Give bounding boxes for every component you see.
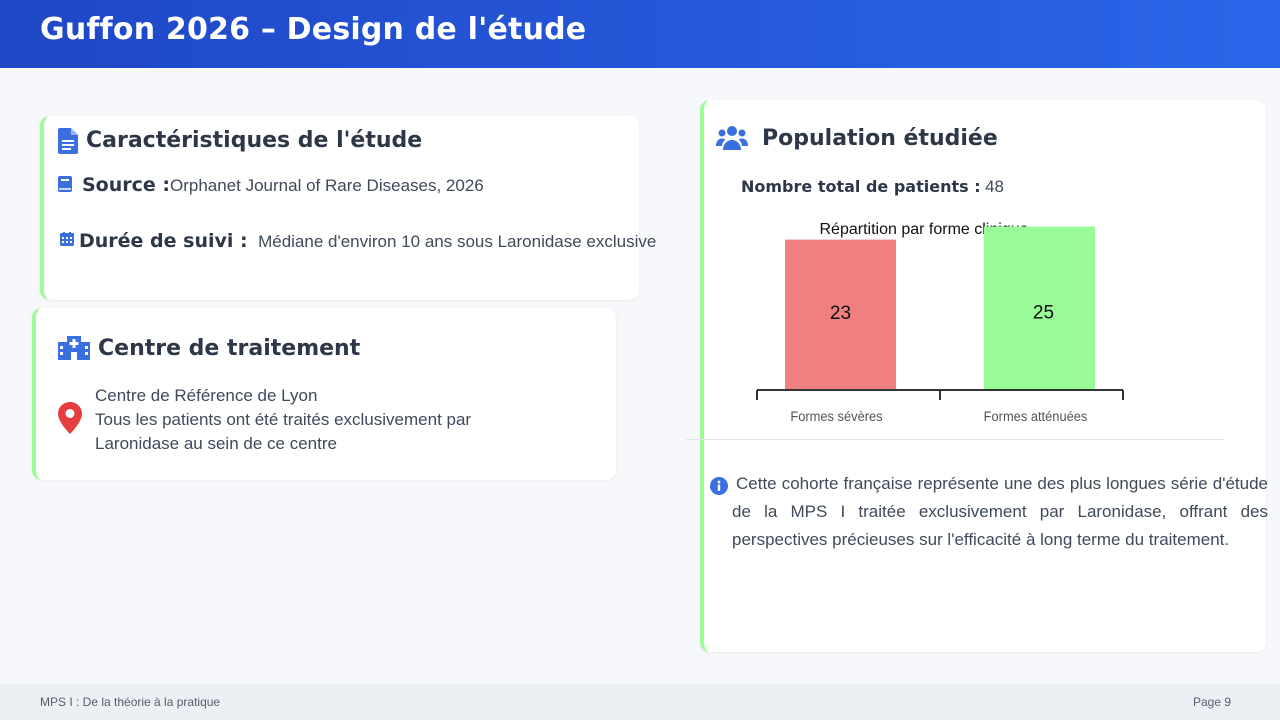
chart-x-tick-label: Formes sévères	[790, 409, 883, 425]
center-line-1: Centre de Référence de Lyon	[95, 386, 318, 405]
chart-bar	[984, 226, 1095, 390]
population-card: Population étudiée Nombre total de patie…	[686, 100, 1268, 652]
patient-total-label: Nombre total de patients :	[741, 177, 981, 196]
chart-x-tick-label: Formes atténuées	[984, 409, 1088, 425]
chart-divider	[686, 439, 1224, 440]
hospital-icon	[58, 336, 90, 360]
chart-data-label: 25	[1033, 302, 1054, 323]
population-card-title: Population étudiée	[762, 126, 998, 151]
calendar-icon	[60, 232, 74, 246]
patient-total-value: 48	[985, 177, 1004, 196]
info-icon	[710, 477, 728, 495]
slide-title: Guffon 2026 – Design de l'étude	[40, 12, 587, 47]
info-text: Cette cohorte française représente une d…	[732, 474, 1268, 549]
footer-page-number: Page 9	[1193, 695, 1232, 709]
study-characteristics-card: Caractéristiques de l'étude Source :Orph…	[40, 116, 656, 300]
source-label: Source :	[82, 174, 170, 196]
source-row: Source :Orphanet Journal of Rare Disease…	[82, 174, 484, 196]
patient-total-row: Nombre total de patients : 48	[741, 177, 1004, 197]
duration-value: Médiane d'environ 10 ans sous Laronidase…	[258, 232, 657, 251]
clinical-form-bar-chart: Répartition par forme clinique 23 Formes s…	[756, 221, 1124, 425]
document-icon	[58, 128, 78, 154]
slide-footer: MPS I : De la théorie à la pratique Page…	[0, 684, 1280, 720]
footer-course-title: MPS I : De la théorie à la pratique	[40, 695, 221, 709]
center-card-title: Centre de traitement	[98, 336, 361, 361]
center-line-3: Laronidase au sein de ce centre	[95, 434, 337, 453]
study-card-title: Caractéristiques de l'étude	[86, 128, 423, 153]
duration-row: Durée de suivi : Médiane d'environ 10 an…	[79, 230, 656, 252]
chart-bar	[785, 239, 896, 390]
center-text: Centre de Référence de Lyon Tous les pat…	[95, 384, 471, 456]
duration-label: Durée de suivi :	[79, 230, 248, 252]
location-pin-icon	[58, 402, 82, 434]
chart-title: Répartition par forme clinique	[820, 221, 1029, 238]
treatment-center-card: Centre de traitement Centre de Référence…	[32, 308, 616, 480]
chart-data-label: 23	[830, 303, 851, 324]
source-value: Orphanet Journal of Rare Diseases, 2026	[170, 176, 484, 195]
book-icon	[58, 176, 72, 192]
slide-header: Guffon 2026 – Design de l'étude	[0, 0, 1280, 68]
center-line-2: Tous les patients ont été traités exclus…	[95, 410, 472, 429]
users-icon	[716, 126, 748, 150]
